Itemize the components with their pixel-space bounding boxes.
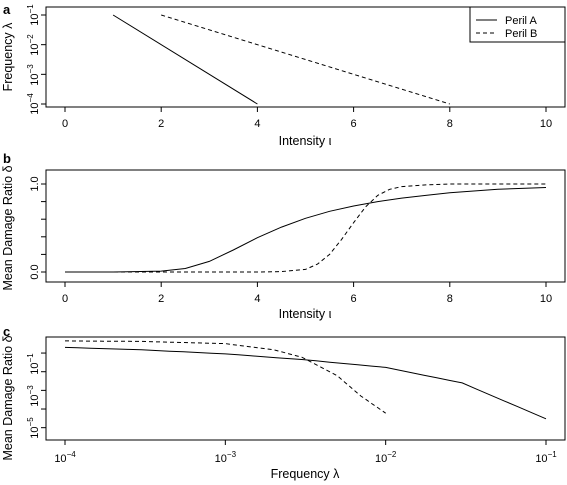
panel-a-x-tick-label: 4: [254, 118, 260, 130]
panel-a-x-axis: 0 2 4 6 8 10: [62, 106, 552, 130]
panel-b-x-tick-label: 2: [158, 293, 164, 305]
panel-b-letter: b: [3, 151, 11, 166]
panel-c-series-peril-a-line: [64, 346, 547, 420]
legend-box: [469, 6, 566, 43]
panel-a-x-tick-label: 2: [158, 118, 164, 130]
svg-text:10−3: 10−3: [26, 385, 41, 407]
panel-a-x-tick-label: 10: [540, 118, 552, 130]
panel-b-x-tick-label: 4: [254, 293, 260, 305]
svg-text:10−2: 10−2: [26, 34, 41, 56]
panel-a-y-axis-label: Frequency λ: [1, 22, 15, 92]
svg-text:10−5: 10−5: [26, 417, 41, 439]
panel-b-x-tick-label: 6: [351, 293, 357, 305]
panel-c-series-group: [64, 340, 547, 420]
panel-c-series-peril-b-line: [64, 340, 386, 414]
panel-c-x-axis-label: Frequency λ: [271, 467, 341, 481]
panel-b-x-axis-label: Intensity ι: [279, 307, 332, 321]
panel-a-y-axis: [41, 14, 47, 105]
panel-c-x-tick-label: 10−3: [215, 450, 237, 465]
svg-text:10−3: 10−3: [26, 64, 41, 86]
panel-c-x-tick-label: 10−4: [54, 450, 76, 465]
panel-c-y-tick-label: 10−3: [26, 385, 41, 407]
panel-b-y-tick-label: 1.0: [29, 176, 41, 191]
panel-c-x-tick-label: 10−1: [535, 450, 557, 465]
panel-c-letter: c: [3, 324, 10, 339]
panel-a: a 0 2 4 6 8 10 Intensity ι Frequency λ 10−1 1…: [1, 2, 566, 148]
panel-c-y-axis: [41, 340, 47, 437]
panel-b-plot-frame: [45, 169, 566, 283]
panel-b-y-axis: 0.0 1.0: [29, 176, 47, 280]
panel-a-x-tick-label: 8: [447, 118, 453, 130]
panel-a-series-group: [112, 14, 450, 105]
panel-c-y-tick-label: 10−5: [26, 417, 41, 439]
panel-b-x-axis: 0 2 4 6 8 10: [62, 281, 552, 305]
panel-c-x-axis: 10−4 10−3 10−2 10−1: [54, 439, 557, 465]
panel-c-y-axis-label: Mean Damage Ratio δ: [1, 335, 15, 460]
panel-b-series-group: [65, 183, 547, 273]
panel-b-series-peril-a-line: [65, 187, 547, 273]
panel-a-y-tick-label: 10−4: [26, 93, 41, 115]
svg-text:10−1: 10−1: [26, 353, 41, 375]
panel-a-y-tick-label: 10−2: [26, 34, 41, 56]
svg-text:10−4: 10−4: [26, 93, 41, 115]
panel-b-x-tick-label: 0: [62, 293, 68, 305]
panel-c-y-tick-label: 10−1: [26, 353, 41, 375]
panel-b-y-axis-label: Mean Damage Ratio δ: [1, 165, 15, 290]
panel-a-y-tick-label: 10−1: [26, 4, 41, 26]
legend-label-peril-b: Peril B: [505, 28, 537, 40]
panel-b-x-tick-label: 10: [540, 293, 552, 305]
panel-c-plot-frame: [45, 336, 566, 441]
svg-text:10−1: 10−1: [26, 4, 41, 26]
panel-a-series-peril-b-line: [161, 14, 450, 105]
panel-b-y-tick-label: 0.0: [29, 264, 41, 279]
panel-a-x-tick-label: 6: [351, 118, 357, 130]
panel-a-y-tick-label: 10−3: [26, 64, 41, 86]
panel-c-x-tick-label: 10−2: [375, 450, 397, 465]
panel-a-series-peril-a-line: [112, 14, 258, 105]
panel-b-x-tick-label: 8: [447, 293, 453, 305]
panel-b: b 0 2 4 6 8 10 0.0 1.0 Intensity ι Mean Damage…: [1, 151, 566, 321]
legend-label-peril-a: Peril A: [505, 15, 537, 27]
panel-a-letter: a: [3, 2, 11, 17]
panel-b-series-peril-b-line: [65, 183, 546, 273]
panel-c: c 10−4 10−3 10−2 10−1 Frequency λ Mean Dama…: [1, 324, 566, 481]
panel-a-x-tick-label: 0: [62, 118, 68, 130]
panel-a-x-axis-label: Intensity ι: [279, 134, 332, 148]
legend: Peril A Peril B: [469, 6, 566, 43]
